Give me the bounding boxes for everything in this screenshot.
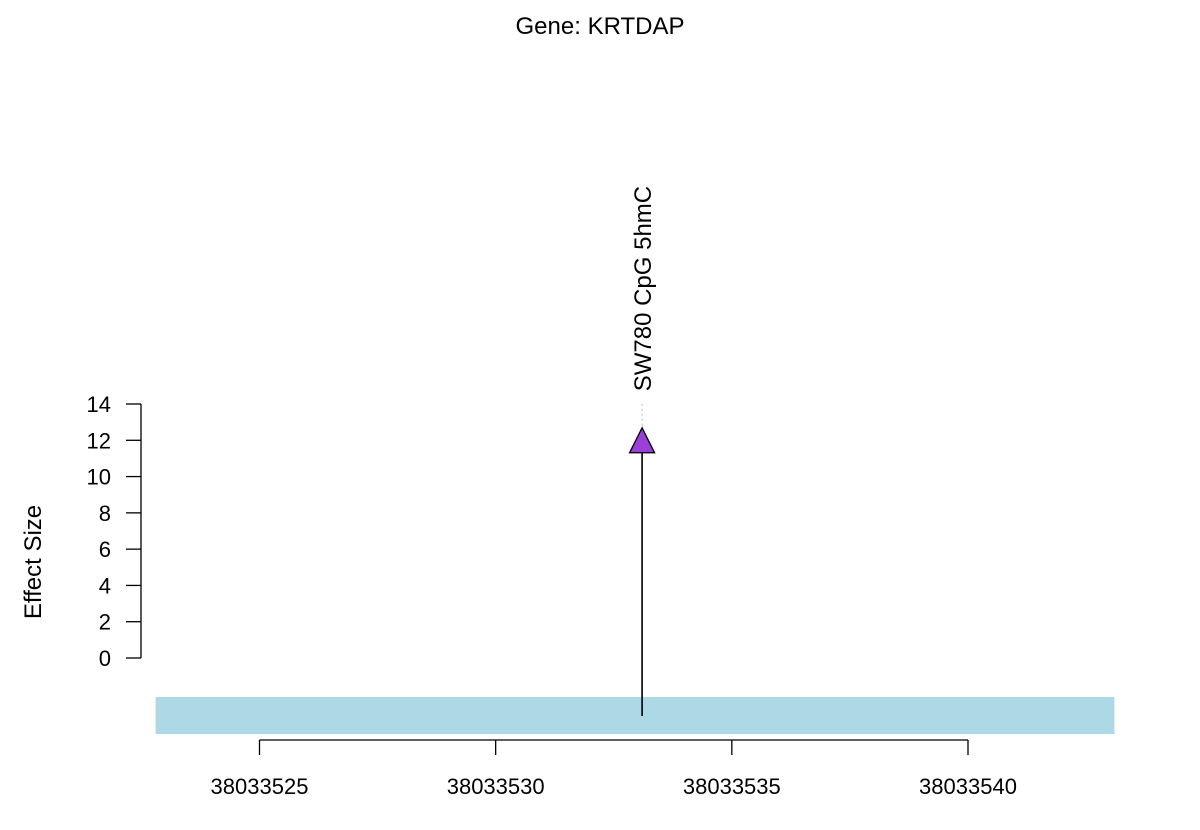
x-tick-label: 38033525: [211, 774, 309, 799]
x-tick-label: 38033540: [919, 774, 1017, 799]
x-axis: 38033525 38033530 38033535 38033540: [211, 739, 1017, 799]
y-tick-label: 14: [87, 392, 111, 417]
x-tick-label: 38033530: [447, 774, 545, 799]
y-tick-label: 10: [87, 465, 111, 490]
data-point-triangle: [628, 426, 656, 454]
chart-title: Gene: KRTDAP: [516, 13, 685, 40]
gene-region-track: [155, 697, 1115, 734]
y-axis: 0 2 4 6 8 10 12 14: [87, 392, 142, 671]
y-tick-label: 12: [87, 428, 111, 453]
y-axis-label: Effect Size: [20, 505, 47, 619]
x-tick-label: 38033535: [683, 774, 781, 799]
point-label: SW780 CpG 5hmC: [630, 186, 657, 391]
data-marks: SW780 CpG 5hmC: [628, 186, 657, 716]
y-tick-label: 2: [99, 610, 111, 635]
y-tick-label: 4: [99, 573, 111, 598]
y-tick-label: 0: [99, 646, 111, 671]
y-tick-label: 8: [99, 501, 111, 526]
y-tick-label: 6: [99, 537, 111, 562]
